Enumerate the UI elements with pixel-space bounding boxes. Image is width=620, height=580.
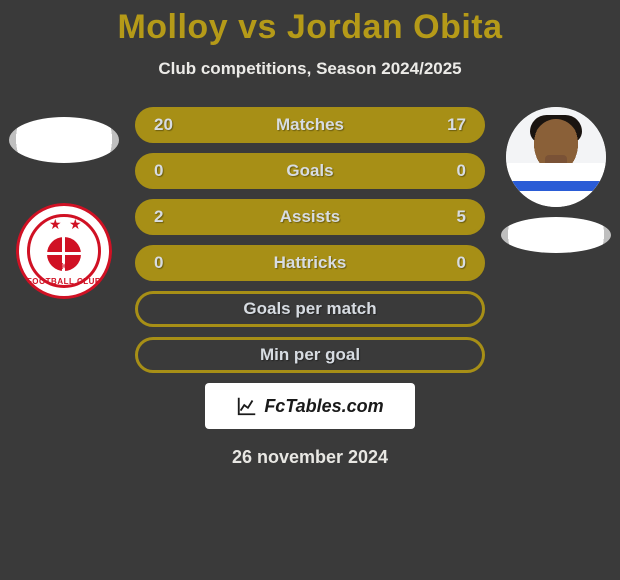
- stat-left-value: 0: [154, 161, 163, 181]
- stat-row: 20Matches17: [135, 107, 485, 143]
- infographic-root: Molloy vs Jordan Obita Club competitions…: [0, 0, 620, 580]
- title-player1: Molloy: [117, 8, 228, 46]
- stat-label: Hattricks: [138, 253, 482, 273]
- date-text: 26 november 2024: [0, 447, 620, 468]
- stat-label: Min per goal: [138, 345, 482, 365]
- stat-right-value: 0: [457, 253, 466, 273]
- title-vs: vs: [238, 8, 277, 46]
- badge-year: 1903: [19, 262, 109, 271]
- player2-club-badge: [501, 217, 611, 253]
- left-column: ★ ★ 1903 FOOTBALL CLUB: [4, 107, 124, 299]
- right-column: [496, 107, 616, 253]
- main-area: ★ ★ 1903 FOOTBALL CLUB 20Mat: [0, 107, 620, 468]
- player2-avatar: [506, 107, 606, 207]
- branding-text: FcTables.com: [264, 396, 383, 417]
- star-icon: ★: [69, 216, 82, 233]
- branding-badge: FcTables.com: [205, 383, 415, 429]
- stat-label: Matches: [138, 115, 482, 135]
- stat-label: Goals: [138, 161, 482, 181]
- title-player2: Jordan Obita: [287, 8, 503, 46]
- subtitle: Club competitions, Season 2024/2025: [0, 59, 620, 79]
- stats-table: 20Matches170Goals02Assists50Hattricks0Go…: [135, 107, 485, 373]
- badge-arc-text: FOOTBALL CLUB: [19, 277, 109, 286]
- stat-label: Assists: [138, 207, 482, 227]
- stat-row: Min per goal: [135, 337, 485, 373]
- player1-club-badge: ★ ★ 1903 FOOTBALL CLUB: [16, 203, 112, 299]
- stat-left-value: 0: [154, 253, 163, 273]
- stat-right-value: 0: [457, 161, 466, 181]
- aberdeen-badge: ★ ★ 1903 FOOTBALL CLUB: [16, 203, 112, 299]
- player1-avatar: [9, 117, 119, 163]
- stat-row: Goals per match: [135, 291, 485, 327]
- stat-left-value: 2: [154, 207, 163, 227]
- stat-row: 0Goals0: [135, 153, 485, 189]
- stat-right-value: 17: [447, 115, 466, 135]
- stat-label: Goals per match: [138, 299, 482, 319]
- stat-row: 2Assists5: [135, 199, 485, 235]
- stat-row: 0Hattricks0: [135, 245, 485, 281]
- stat-right-value: 5: [457, 207, 466, 227]
- bar-chart-icon: [236, 395, 258, 417]
- star-icon: ★: [49, 216, 62, 233]
- stat-left-value: 20: [154, 115, 173, 135]
- page-title: Molloy vs Jordan Obita: [0, 0, 620, 47]
